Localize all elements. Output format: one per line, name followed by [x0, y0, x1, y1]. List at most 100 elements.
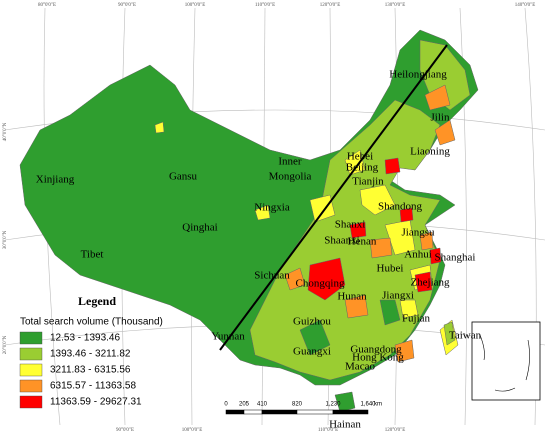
inset-frame: [471, 321, 541, 401]
province-label: Fujian: [402, 313, 431, 325]
province-label: Jiangxi: [382, 290, 414, 302]
region: [419, 231, 434, 251]
legend-label: 6315.57 - 11363.58: [50, 381, 136, 392]
scale-label: km: [374, 402, 382, 408]
province-label: Ningxia: [254, 202, 290, 214]
province-label: Inner: [278, 156, 302, 168]
graticule-label: 80°0'0"E: [38, 3, 56, 8]
province-label: Beijing: [346, 162, 379, 174]
graticule-label: 20°0'0"N: [3, 335, 8, 354]
province-label: Yunnan: [211, 331, 245, 343]
region: [384, 157, 401, 175]
region: [434, 119, 456, 146]
legend-subtitle: Total search volume (Thousand): [20, 317, 163, 328]
scale-label: 0: [224, 402, 228, 408]
region: [429, 247, 442, 265]
legend-swatch: [19, 331, 43, 345]
region: [344, 294, 369, 319]
divide-line: [219, 44, 448, 351]
province-label: Hebei: [347, 151, 373, 163]
scale-label: 205: [239, 402, 250, 408]
scale-segment: [332, 409, 369, 415]
region: [424, 84, 451, 111]
province-label: Shandong: [378, 201, 423, 213]
region: [344, 149, 366, 176]
legend-swatch: [19, 363, 43, 377]
graticule-label: 90°0'0"E: [116, 428, 134, 433]
province-label: Tianjin: [352, 176, 384, 188]
region: [284, 267, 306, 291]
province-label: Henan: [348, 236, 377, 248]
province-label: Hubei: [377, 263, 404, 275]
legend-label: 12.53 - 1393.46: [50, 333, 120, 344]
region: [254, 204, 271, 221]
legend-label: 3211.83 - 6315.56: [50, 365, 131, 376]
graticule-label: 120°0'0"E: [385, 428, 406, 433]
region: [359, 184, 396, 216]
labels: Heilongjiang Jilin Liaoning Xinjiang Gansu In…: [36, 69, 482, 431]
legend-swatch: [19, 379, 43, 393]
graticule-label: 100°0'0"E: [185, 3, 206, 8]
region: [414, 271, 433, 293]
graticule-label: 110°0'0"E: [318, 428, 338, 433]
region: [399, 207, 414, 223]
graticule-label: 90°0'0"E: [118, 3, 136, 8]
province-label: Liaoning: [410, 146, 450, 158]
province-label: Guangxi: [293, 346, 331, 358]
province-label: Qinghai: [182, 222, 217, 234]
province-label: Shanxi: [335, 219, 366, 231]
province-label: Hong Kong: [352, 352, 404, 364]
legend-label: 11363.59 - 29627.31: [50, 397, 142, 408]
region: [309, 194, 336, 223]
region: [307, 257, 346, 301]
scale-label: 410: [257, 402, 268, 408]
region: [394, 339, 415, 363]
province-label: Sichuan: [254, 270, 290, 282]
province-label: Tibet: [81, 249, 104, 261]
province-label: Heilongjiang: [389, 69, 447, 81]
region: [399, 299, 419, 319]
scale-segment: [243, 409, 263, 415]
province-label: Shaanxi: [324, 235, 359, 247]
province-label: Jiangsu: [402, 227, 436, 239]
graticule-label: 30°0'0"N: [3, 230, 8, 249]
scale-segment: [296, 409, 334, 415]
region: [379, 299, 401, 326]
province-label: Shanghai: [435, 252, 476, 264]
graticule-label: 120°0'0"E: [320, 3, 341, 8]
region: [369, 237, 393, 259]
province-label: Gansu: [169, 171, 198, 183]
graticule-label: 100°0'0"E: [182, 428, 203, 433]
scale-label: 1,230: [325, 402, 341, 408]
province-label: Zhejiang: [410, 277, 450, 289]
region: [443, 321, 456, 346]
graticule-label: 130°0'0"E: [385, 3, 406, 8]
region: [299, 319, 331, 356]
province-label: Taiwan: [449, 330, 482, 342]
region: [334, 391, 356, 413]
legend-swatch: [19, 347, 43, 361]
region: [154, 121, 165, 134]
province-label: Jilin: [431, 112, 450, 124]
legend-swatch: [19, 395, 43, 409]
province-label: Mongolia: [269, 171, 312, 183]
scale-segment: [225, 409, 245, 415]
province-label: Guangdong: [350, 344, 402, 356]
inset-islands: [479, 334, 530, 392]
scale-label: 820: [292, 402, 303, 408]
province-label: Xinjiang: [36, 174, 75, 186]
land: [19, 29, 479, 413]
scale-segment: [261, 409, 298, 415]
province-label: Hunan: [337, 291, 367, 303]
legend: Legend Total search volume (Thousand) 12…: [19, 294, 163, 409]
province-label: Guizhou: [293, 316, 331, 328]
province-label: Macao: [345, 361, 375, 373]
legend-label: 1393.46 - 3211.82: [50, 349, 131, 360]
graticule-label: 40°0'0"N: [3, 122, 8, 141]
graticule-label: 110°0'0"E: [255, 3, 275, 8]
province-label: Chongqing: [296, 278, 345, 290]
province-label: Anhui: [404, 249, 432, 261]
province-label: Hainan: [329, 419, 361, 431]
